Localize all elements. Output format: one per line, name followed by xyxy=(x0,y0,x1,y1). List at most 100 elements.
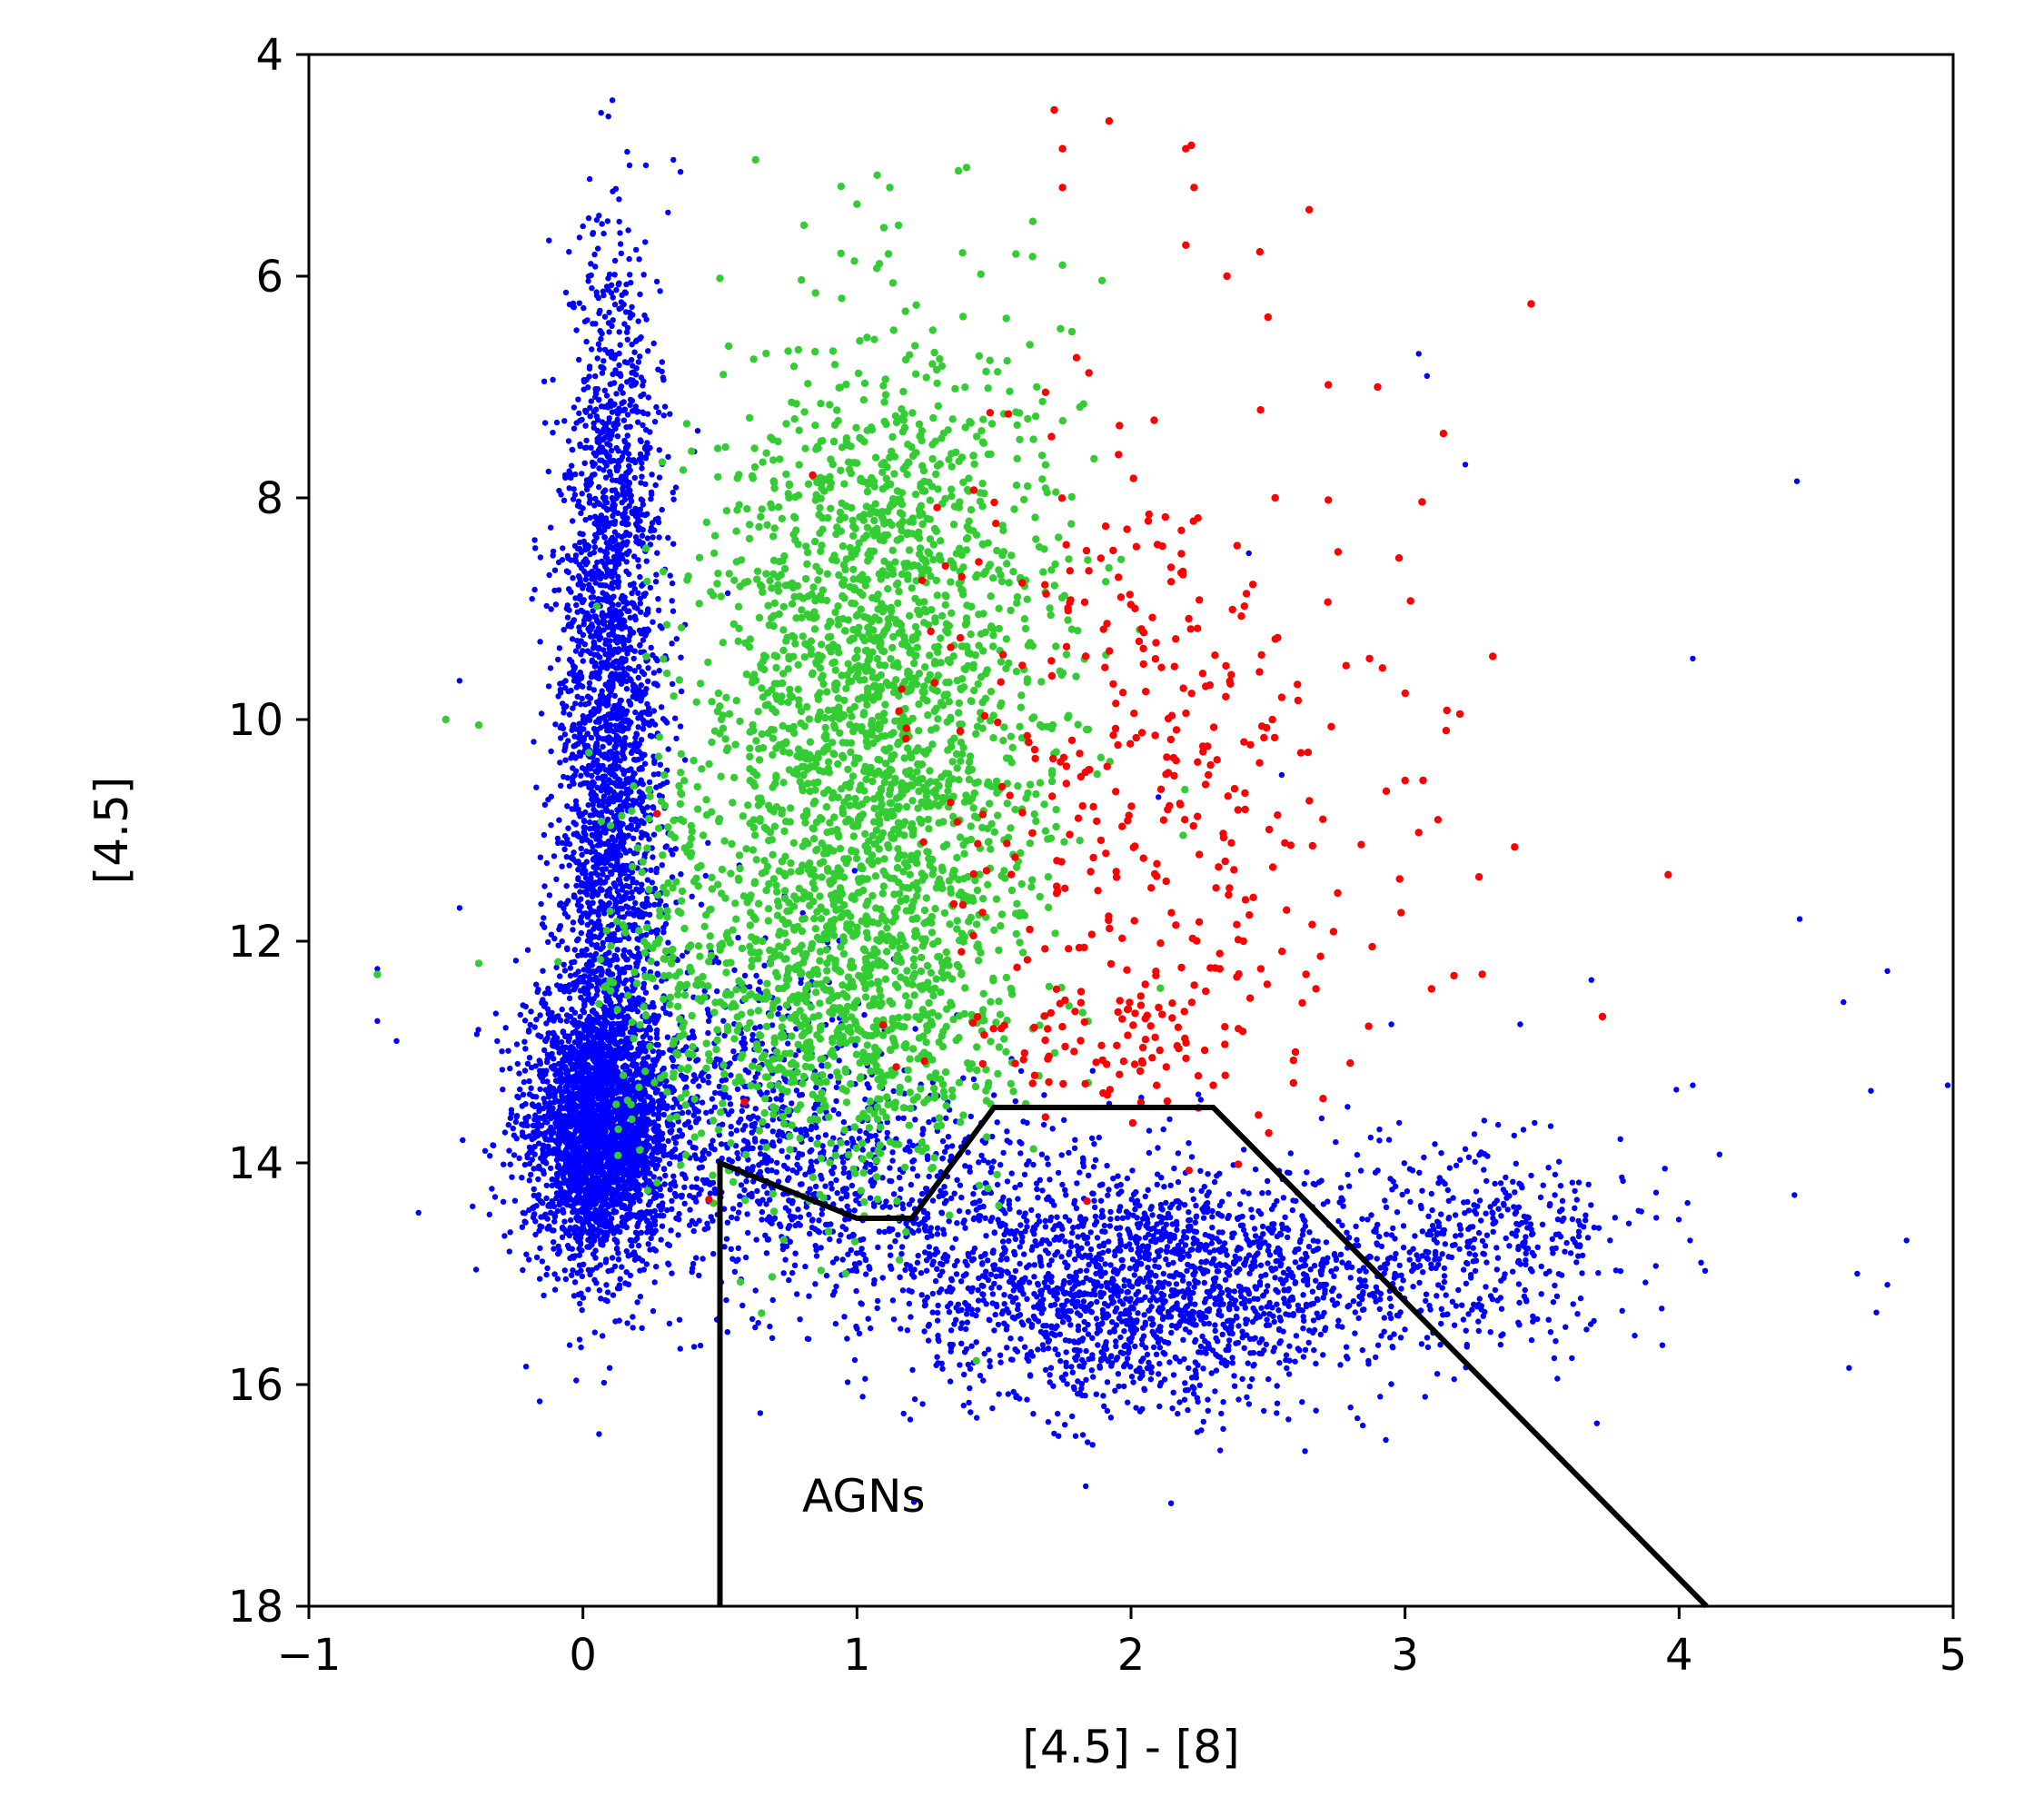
data-point xyxy=(664,1034,671,1040)
data-point xyxy=(546,237,552,243)
data-point xyxy=(636,627,643,634)
data-point xyxy=(640,980,648,988)
data-point xyxy=(610,1195,616,1202)
data-point xyxy=(596,1088,602,1095)
data-point xyxy=(570,575,576,581)
data-point xyxy=(598,899,604,905)
data-point xyxy=(672,1140,680,1147)
data-point xyxy=(649,1151,655,1158)
data-point xyxy=(580,559,587,565)
data-point xyxy=(553,876,560,882)
data-point xyxy=(611,257,619,264)
data-point xyxy=(531,1024,538,1030)
data-point xyxy=(644,804,650,810)
data-point xyxy=(531,1166,537,1172)
data-point xyxy=(563,703,570,710)
data-point xyxy=(576,1336,583,1343)
data-point xyxy=(654,682,660,689)
data-point xyxy=(537,1223,543,1229)
data-point xyxy=(650,804,656,810)
data-point xyxy=(650,1119,658,1126)
data-point xyxy=(625,665,631,671)
data-point xyxy=(592,1247,599,1254)
data-point xyxy=(582,809,589,816)
data-point xyxy=(660,1152,667,1159)
data-point xyxy=(649,879,655,886)
data-point xyxy=(530,1205,537,1212)
data-point xyxy=(513,1041,521,1048)
data-point xyxy=(653,784,660,790)
data-point xyxy=(587,978,593,984)
data-point xyxy=(575,875,581,881)
data-point xyxy=(628,1044,634,1051)
data-point xyxy=(635,557,641,563)
data-point xyxy=(475,1027,481,1033)
data-point xyxy=(541,1153,548,1160)
data-point xyxy=(640,422,646,429)
data-point xyxy=(633,246,640,253)
data-point xyxy=(571,1180,577,1187)
data-point xyxy=(532,1112,539,1118)
data-point xyxy=(545,938,551,946)
data-point xyxy=(566,862,572,869)
data-point xyxy=(551,567,559,573)
data-point xyxy=(655,607,662,613)
data-point xyxy=(629,303,635,311)
data-point xyxy=(622,1142,630,1149)
data-point xyxy=(655,596,661,602)
data-point xyxy=(632,899,639,907)
data-point xyxy=(521,1078,528,1086)
data-point xyxy=(569,1246,575,1252)
data-point xyxy=(502,1025,509,1031)
data-point xyxy=(554,1276,561,1282)
data-point xyxy=(526,1077,532,1085)
data-point xyxy=(599,866,605,873)
data-point xyxy=(588,790,595,797)
data-point xyxy=(532,1218,539,1225)
data-point xyxy=(549,1050,555,1057)
data-point xyxy=(614,1109,621,1116)
data-point xyxy=(653,869,660,876)
data-point xyxy=(554,1173,561,1180)
data-point xyxy=(592,974,600,981)
data-point xyxy=(566,249,572,255)
data-point xyxy=(566,995,573,1002)
data-point xyxy=(627,402,633,408)
data-point xyxy=(635,674,641,681)
data-point xyxy=(649,733,655,740)
data-point xyxy=(536,1106,542,1112)
data-point xyxy=(603,998,610,1004)
data-point xyxy=(552,721,559,728)
data-point xyxy=(540,997,546,1003)
data-point xyxy=(612,854,620,860)
data-point xyxy=(620,417,628,423)
data-point xyxy=(591,663,599,670)
data-point xyxy=(669,598,675,604)
data-point xyxy=(635,756,641,763)
data-point xyxy=(626,721,632,728)
data-point xyxy=(627,1236,633,1244)
data-point xyxy=(591,544,599,551)
data-point xyxy=(626,255,632,263)
data-point xyxy=(596,1034,602,1040)
data-point xyxy=(499,1067,506,1073)
data-point xyxy=(590,574,597,581)
data-point xyxy=(521,1161,529,1168)
data-point xyxy=(575,498,582,505)
data-point xyxy=(627,1272,634,1279)
data-point xyxy=(647,1170,653,1177)
data-point xyxy=(632,1127,640,1133)
data-point xyxy=(655,409,662,415)
data-point xyxy=(635,715,641,721)
data-point xyxy=(610,789,617,796)
data-point xyxy=(635,995,642,1001)
data-point xyxy=(659,506,665,513)
data-point xyxy=(643,1127,650,1134)
data-point xyxy=(664,1206,670,1214)
data-point xyxy=(629,894,636,901)
data-point xyxy=(619,1114,625,1120)
data-point xyxy=(576,410,582,417)
data-point xyxy=(600,944,606,950)
data-point xyxy=(665,746,671,752)
